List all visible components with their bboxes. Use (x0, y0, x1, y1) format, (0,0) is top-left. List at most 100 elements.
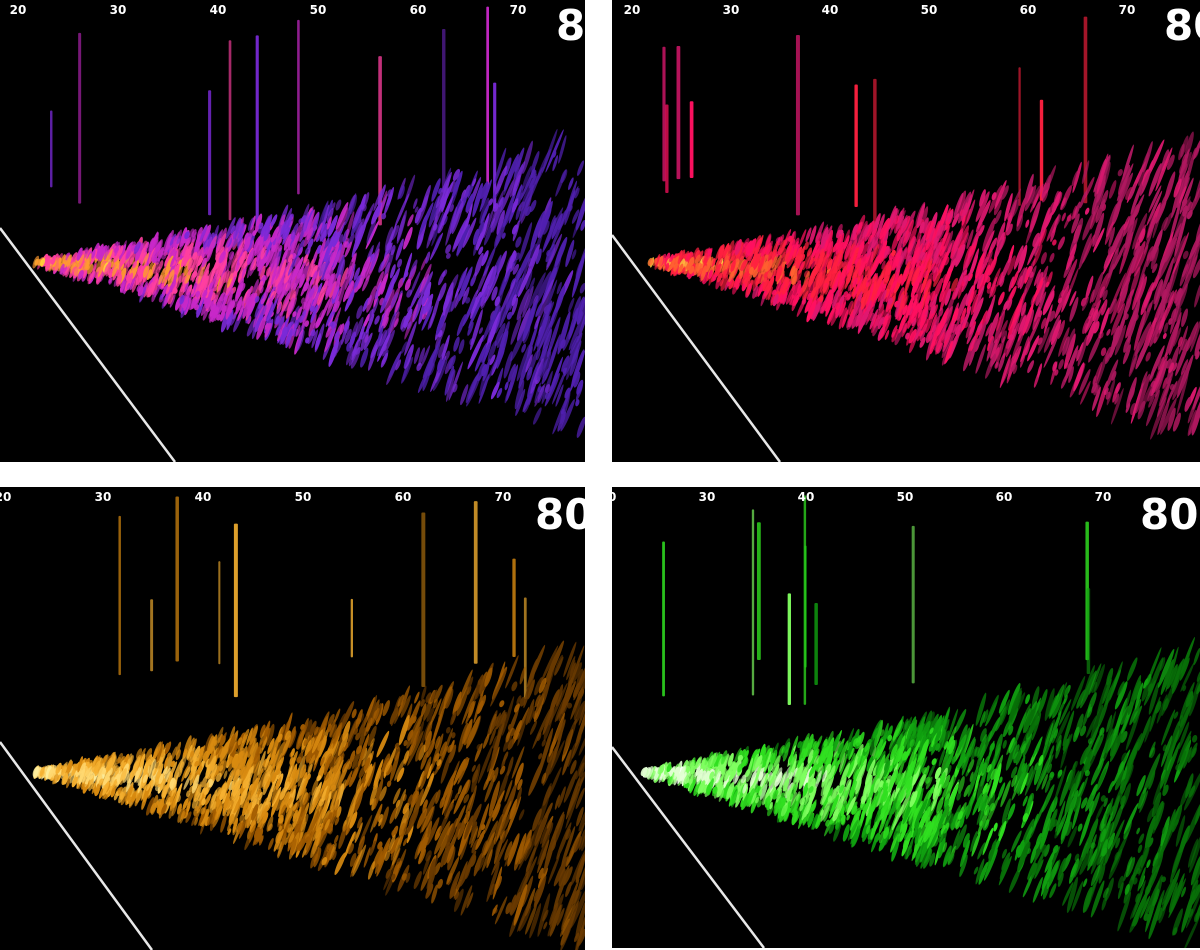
sonar-return (575, 399, 580, 407)
sonar-return (303, 227, 314, 247)
sonar-return (481, 250, 489, 267)
sonar-return (221, 305, 227, 316)
sonar-return (467, 676, 474, 691)
sonar-return (542, 279, 558, 318)
sonar-return (1104, 221, 1114, 245)
sonar-return (1179, 158, 1188, 174)
sonar-return (988, 256, 998, 276)
sonar-return (421, 345, 431, 367)
sonar-return (525, 699, 535, 726)
sonar-return (460, 189, 467, 203)
sonar-return (773, 269, 778, 277)
sonar-return (833, 266, 838, 274)
sonar-return (505, 902, 512, 915)
sonar-return (1167, 407, 1176, 431)
sonar-return (676, 46, 681, 180)
sonar-return (497, 250, 507, 275)
sonar-return (377, 331, 391, 362)
sonar-return (255, 828, 264, 842)
sonar-return (991, 284, 997, 297)
sonar-return (747, 283, 752, 290)
sonar-return (526, 321, 539, 358)
sonar-return (215, 786, 222, 797)
sonar-return (838, 301, 847, 318)
sonar-return (566, 655, 576, 681)
sonar-return (575, 747, 585, 780)
sonar-return (402, 838, 408, 847)
sonar-return (378, 260, 385, 273)
sonar-return (494, 296, 501, 307)
sonar-return (696, 263, 704, 278)
sonar-return (186, 242, 194, 254)
sonar-return (419, 263, 432, 294)
sonar-return (163, 232, 172, 252)
sonar-return (1078, 368, 1091, 396)
scale-label: 70 (510, 3, 527, 17)
sonar-return (867, 234, 873, 245)
sonar-return (106, 776, 111, 784)
sonar-return (468, 700, 475, 719)
sonar-return (403, 308, 413, 328)
sonar-return (977, 199, 991, 229)
sonar-return (462, 718, 473, 745)
sonar-return (543, 921, 548, 930)
sonar-return (186, 744, 193, 760)
sonar-return (311, 778, 319, 796)
scale-label: 40 (822, 3, 839, 17)
sonar-return (259, 724, 266, 739)
sonar-return (1163, 322, 1169, 334)
sonar-return (327, 713, 335, 727)
sonar-return (48, 766, 55, 780)
sonar-return (277, 288, 286, 306)
sonar-return (388, 311, 397, 336)
sonar-return (525, 244, 540, 280)
sonar-return (522, 140, 533, 175)
sonar-return (310, 831, 322, 859)
sonar-return (426, 737, 436, 758)
sonar-return (516, 288, 530, 321)
sonar-return (987, 294, 996, 319)
sonar-return (408, 716, 415, 726)
sonar-return (379, 279, 387, 293)
sonar-return (349, 852, 357, 868)
sonar-return (1037, 326, 1050, 354)
sonar-return (707, 248, 713, 255)
sonar-return (287, 797, 293, 806)
sonar-return (417, 233, 424, 249)
sonar-return (119, 760, 124, 772)
sonar-return (941, 262, 954, 293)
sonar-return (480, 181, 489, 200)
sonar-return (766, 277, 775, 292)
sonar-return (872, 313, 882, 337)
sonar-return (760, 246, 767, 257)
sonar-return (1017, 244, 1028, 273)
sonar-return (1062, 336, 1070, 356)
sonar-return (314, 286, 319, 293)
sonar-return (798, 260, 804, 270)
sonar-return (436, 759, 442, 766)
sonar-return (425, 850, 432, 862)
sonar-return (920, 251, 926, 261)
sonar-return (777, 251, 786, 271)
sonar-return (229, 257, 238, 280)
sonar-return (514, 379, 525, 410)
sonar-return (858, 253, 868, 277)
sonar-return (421, 512, 426, 688)
sonar-return (377, 325, 384, 343)
sonar-return (328, 281, 337, 299)
sonar-return (235, 260, 241, 272)
sonar-return (518, 346, 533, 389)
sonar-return (975, 343, 986, 374)
sonar-return (830, 270, 838, 289)
sonar-return (191, 797, 199, 809)
sonar-return (1110, 223, 1126, 255)
sonar-return (349, 750, 356, 765)
sonar-return (454, 698, 462, 712)
sonar-return (335, 199, 342, 211)
sonar-return (336, 806, 342, 819)
sonar-return (578, 730, 585, 756)
sonar-return (311, 211, 320, 238)
sonar-returns (32, 496, 585, 950)
sonar-return (471, 178, 477, 187)
sonar-return (337, 760, 351, 789)
